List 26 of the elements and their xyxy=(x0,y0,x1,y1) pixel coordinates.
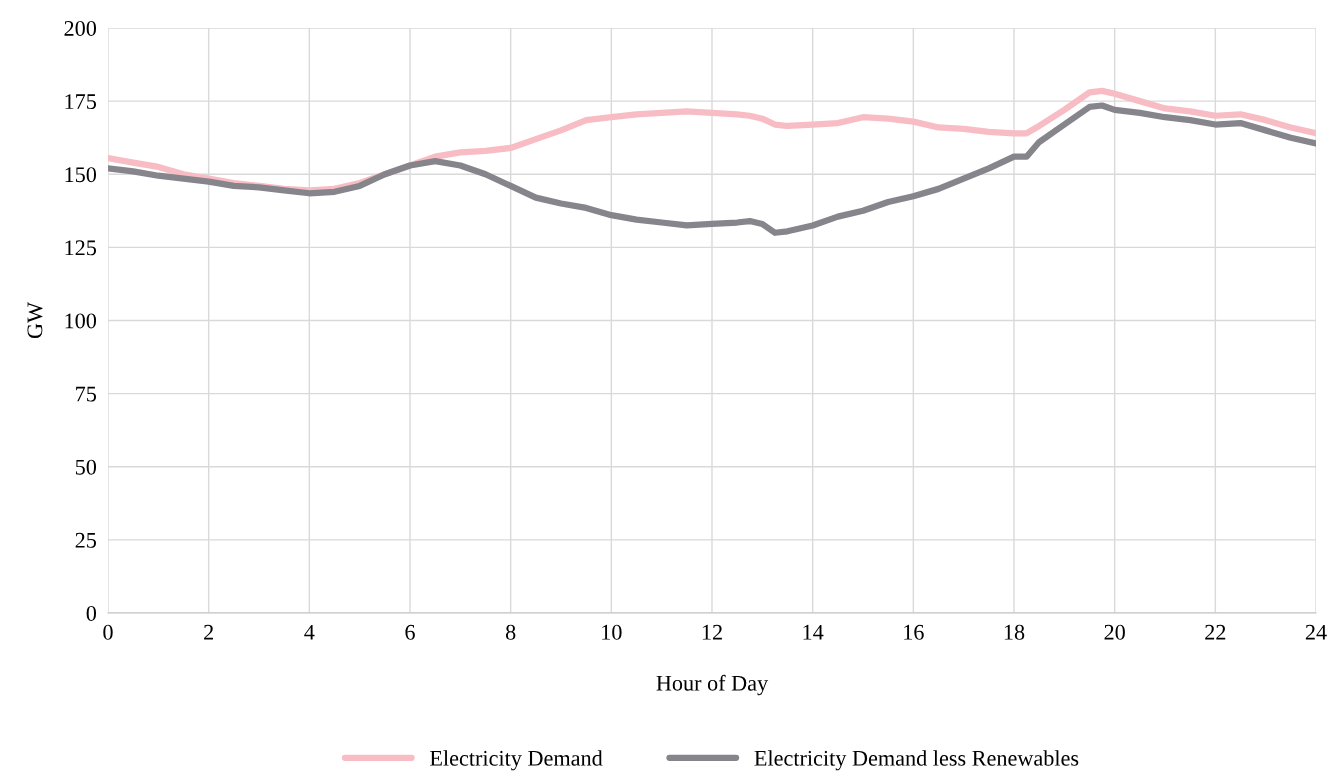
x-tick-label: 12 xyxy=(702,624,722,640)
x-tick-label: 22 xyxy=(1205,624,1226,640)
y-tick-label: 25 xyxy=(75,532,97,548)
y-tick-label: 100 xyxy=(65,313,97,329)
x-tick-label: 20 xyxy=(1104,624,1125,640)
y-axis-title: GW xyxy=(27,302,43,339)
x-tick-label: 6 xyxy=(405,624,415,640)
x-axis-title: Hour of Day xyxy=(656,674,769,696)
x-tick-label: 8 xyxy=(505,624,516,640)
x-tick-label: 18 xyxy=(1004,624,1025,640)
x-tick-label: 10 xyxy=(602,624,622,640)
y-tick-label: 0 xyxy=(86,605,97,621)
y-tick-label: 50 xyxy=(75,459,97,475)
y-tick-label: 175 xyxy=(65,94,97,110)
y-tick-label: 125 xyxy=(65,240,97,256)
y-tick-label: 75 xyxy=(76,386,97,402)
x-tick-label: 0 xyxy=(103,624,113,640)
x-tick-label: 4 xyxy=(304,624,315,640)
x-tick-label: 2 xyxy=(204,624,213,640)
legend-label: Electricity Demand less Renewables xyxy=(754,750,1079,771)
x-tick-label: 24 xyxy=(1305,624,1327,640)
x-tick-label: 14 xyxy=(803,624,824,640)
y-tick-label: 200 xyxy=(64,20,97,36)
x-tick-label: 16 xyxy=(904,624,924,640)
legend-label: Electricity Demand xyxy=(430,750,603,771)
y-tick-label: 150 xyxy=(65,167,97,183)
